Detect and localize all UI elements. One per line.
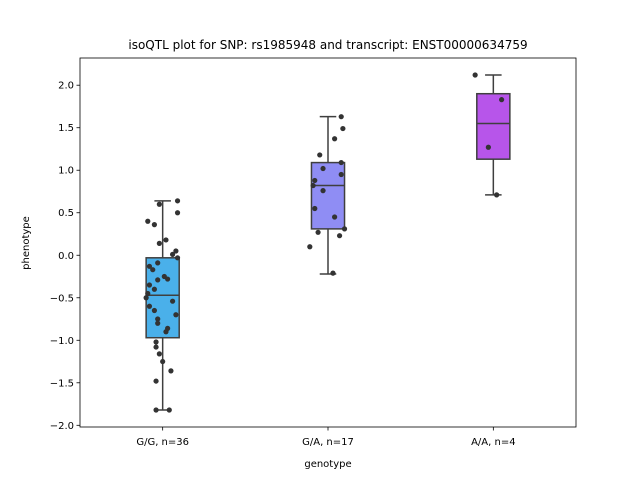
data-point [166, 407, 172, 413]
data-point [494, 192, 500, 198]
data-point [153, 407, 159, 413]
data-point [341, 226, 348, 232]
data-point [174, 198, 181, 204]
data-point [153, 339, 159, 345]
data-point [338, 159, 344, 166]
data-point [169, 251, 176, 258]
data-point [307, 244, 313, 250]
y-axis: −2.0 −1.5 −1.0 −0.5 0.0 0.5 1.0 1.5 2.0 [50, 81, 80, 432]
plot-frame [79, 57, 577, 428]
data-point [315, 229, 321, 235]
data-point [168, 368, 174, 374]
genotype-group [307, 114, 348, 276]
data-point [155, 260, 161, 266]
x-tick-label: G/G, n=36 [136, 437, 189, 448]
plot-content [143, 72, 511, 413]
data-point [169, 298, 176, 304]
data-point [317, 152, 323, 158]
y-tick-label: −1.0 [50, 336, 74, 347]
data-point [312, 205, 318, 212]
y-tick-label: 0.0 [58, 251, 74, 262]
data-point [143, 295, 149, 301]
iqr-box [476, 92, 511, 160]
data-point [338, 171, 344, 178]
data-point [146, 282, 153, 288]
data-point [499, 97, 505, 103]
data-point [151, 286, 157, 292]
data-point [332, 136, 338, 142]
genotype-group [472, 72, 511, 198]
data-point [156, 240, 162, 246]
data-point [155, 277, 161, 283]
y-tick-label: −0.5 [50, 293, 74, 304]
data-point [146, 263, 153, 269]
data-point [155, 320, 161, 326]
data-point [146, 303, 153, 309]
genotype-group [143, 198, 181, 413]
x-tick-label: A/A, n=4 [471, 437, 516, 448]
y-axis-label: phenotype [21, 216, 32, 270]
x-axis-label: genotype [304, 459, 351, 470]
data-point [153, 378, 159, 384]
data-point [336, 233, 343, 239]
data-point [330, 270, 336, 276]
data-point [156, 351, 162, 357]
data-point [150, 267, 156, 273]
y-tick-label: 0.5 [58, 208, 74, 219]
x-axis: G/G, n=36 G/A, n=17 A/A, n=4 [136, 427, 516, 448]
y-tick-label: 1.0 [58, 166, 74, 177]
data-point [163, 329, 169, 335]
data-point [145, 218, 151, 224]
chart-title: isoQTL plot for SNP: rs1985948 and trans… [128, 38, 527, 52]
data-point [151, 222, 157, 228]
data-point [165, 276, 171, 282]
data-point [174, 210, 181, 216]
data-point [155, 316, 161, 322]
data-point [173, 248, 179, 254]
data-point [145, 290, 151, 297]
data-point [310, 182, 316, 189]
data-point [156, 201, 162, 207]
data-point [340, 125, 346, 132]
data-point [320, 188, 326, 194]
data-point [160, 358, 166, 365]
data-point [472, 72, 478, 78]
y-tick-label: 1.5 [58, 123, 74, 134]
data-point [312, 177, 318, 184]
data-point [338, 114, 344, 120]
y-tick-label: −1.5 [50, 378, 74, 389]
data-point [332, 214, 338, 220]
y-tick-label: −2.0 [50, 421, 74, 432]
y-tick-label: 2.0 [58, 81, 74, 92]
data-point [485, 144, 491, 150]
data-point [153, 344, 159, 350]
data-point [173, 312, 179, 318]
data-point [174, 255, 181, 261]
x-tick-label: G/A, n=17 [302, 437, 354, 448]
data-point [163, 237, 169, 243]
data-point [320, 165, 326, 172]
data-point [151, 307, 157, 314]
